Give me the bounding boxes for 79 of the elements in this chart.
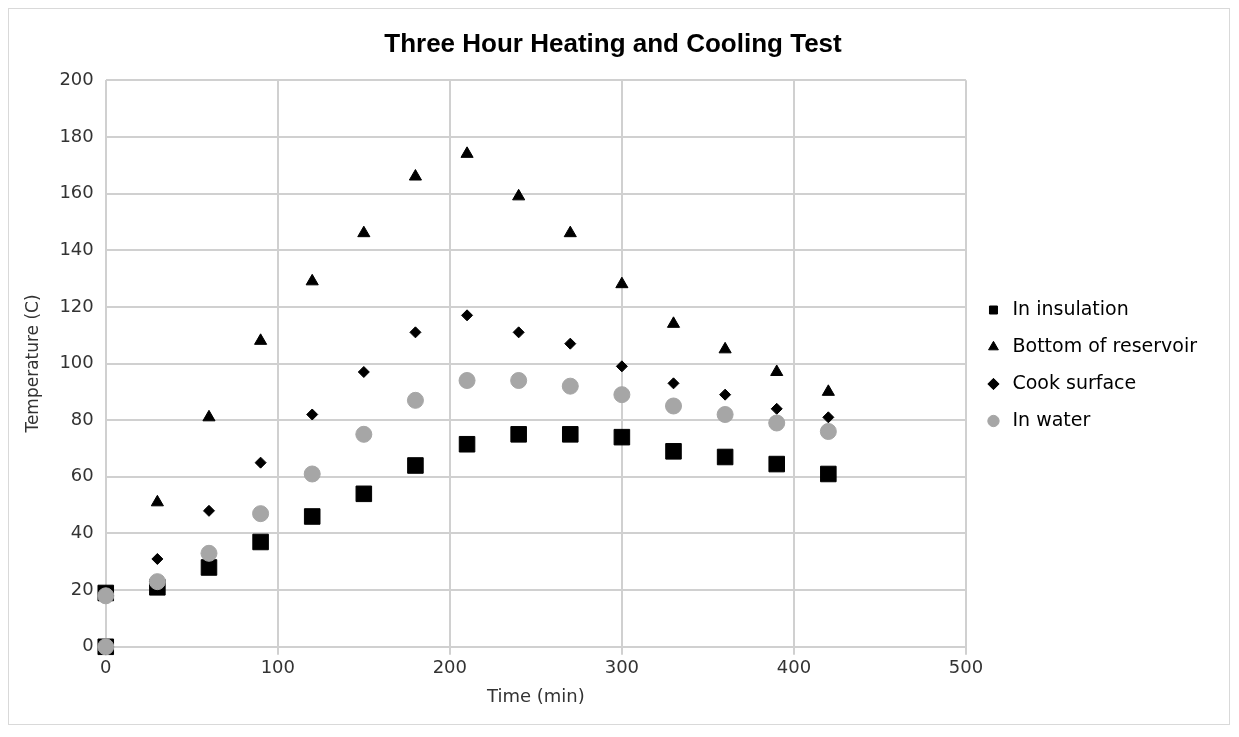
x-tick-label: 400: [776, 656, 812, 678]
point: [716, 448, 734, 466]
point: [200, 544, 218, 562]
point: [151, 552, 164, 565]
x-axis-title: Time (min): [485, 684, 585, 706]
point: [461, 309, 474, 322]
y-tick-label: 60: [70, 464, 94, 486]
point: [408, 169, 422, 181]
point: [252, 505, 270, 523]
point: [406, 391, 424, 409]
point: [409, 326, 422, 339]
y-tick-label: 120: [59, 294, 94, 316]
point: [820, 465, 837, 483]
point: [303, 465, 321, 483]
x-tick-label: 500: [948, 656, 984, 678]
point: [666, 316, 681, 328]
point: [770, 364, 784, 376]
point: [718, 341, 732, 354]
point: [510, 372, 528, 389]
legend-label: Cook surface: [1012, 370, 1137, 393]
point: [562, 426, 579, 443]
y-tick-label: 140: [59, 237, 94, 259]
point: [355, 485, 373, 503]
point: [510, 426, 527, 443]
point: [716, 405, 734, 423]
y-tick-label: 200: [59, 67, 94, 89]
point: [822, 411, 835, 424]
point: [254, 456, 267, 469]
point: [819, 422, 837, 440]
legend-label: Bottom of reservoir: [1012, 333, 1198, 356]
legend-label: In water: [1012, 407, 1091, 430]
chart-title: Three Hour Heating and Cooling Test: [384, 27, 843, 58]
point: [821, 384, 835, 396]
point: [202, 409, 216, 422]
x-tick-label: 0: [100, 656, 112, 678]
point: [768, 414, 786, 432]
y-tick-label: 160: [59, 181, 94, 203]
point: [564, 337, 577, 350]
point: [150, 494, 164, 507]
point: [667, 377, 680, 390]
point: [458, 372, 476, 389]
point: [613, 428, 631, 446]
point: [615, 360, 628, 373]
point: [200, 559, 218, 576]
point: [512, 188, 526, 201]
point: [563, 225, 577, 238]
point: [512, 326, 525, 339]
point: [665, 443, 682, 460]
point: [202, 504, 215, 517]
point: [148, 573, 166, 591]
point: [355, 425, 373, 443]
x-tick-label: 300: [604, 656, 640, 678]
point: [357, 366, 370, 378]
y-tick-label: 80: [70, 407, 94, 429]
x-tick-label: 100: [260, 656, 295, 678]
point: [252, 533, 269, 551]
point: [770, 402, 783, 415]
point: [615, 276, 629, 289]
point: [458, 435, 476, 453]
point: [460, 146, 474, 158]
point: [665, 397, 682, 415]
x-tick-label: 200: [432, 656, 468, 678]
point: [306, 408, 319, 421]
y-tick-label: 20: [70, 577, 94, 599]
point: [254, 333, 268, 345]
y-axis-title: Temperature (C): [21, 294, 42, 434]
point: [303, 508, 321, 525]
point: [613, 386, 631, 404]
point: [768, 455, 785, 473]
y-tick-label: 100: [59, 351, 94, 373]
y-tick-label: 0: [82, 634, 94, 656]
point: [407, 457, 424, 474]
legend-label: In insulation: [1012, 296, 1129, 319]
y-tick-label: 180: [59, 124, 94, 146]
y-tick-label: 40: [70, 521, 94, 543]
point: [719, 388, 732, 401]
point: [561, 377, 579, 395]
point: [305, 273, 319, 286]
point: [357, 225, 371, 238]
